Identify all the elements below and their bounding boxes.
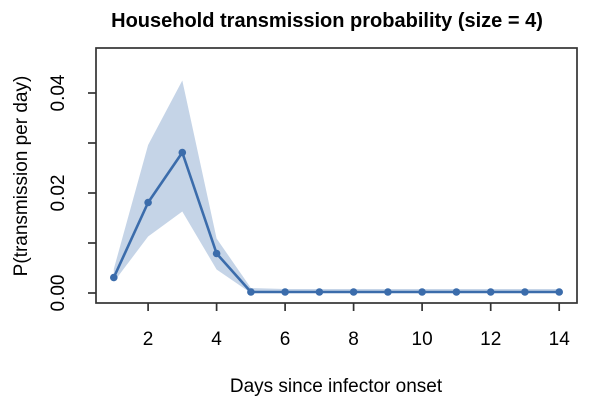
- data-point: [178, 148, 187, 157]
- x-axis-label: Days since infector onset: [230, 376, 443, 397]
- data-point: [384, 288, 392, 296]
- x-tick-label: 6: [280, 329, 291, 350]
- data-point: [452, 288, 461, 296]
- chart-title: Household transmission probability (size…: [111, 10, 543, 32]
- x-tick-label: 8: [348, 329, 359, 350]
- x-tick-label: 12: [480, 329, 501, 350]
- x-tick-label: 10: [412, 329, 433, 350]
- data-point: [281, 288, 289, 296]
- y-tick-label: 0.02: [48, 175, 69, 212]
- confidence-band-layer: [113, 80, 560, 293]
- data-point: [212, 249, 221, 258]
- axes-layer: 2 4 6 8 10 12 14 0.00 0.02 0.04: [48, 47, 578, 350]
- data-point: [110, 273, 118, 282]
- data-point: [349, 288, 358, 296]
- x-tick-label: 4: [211, 329, 222, 350]
- data-line-layer: [112, 151, 561, 294]
- y-axis-label: P(transmission per day): [11, 76, 32, 277]
- y-tick-label: 0.00: [48, 275, 69, 312]
- confidence-band: [113, 80, 560, 293]
- x-tick-label: 2: [143, 329, 154, 350]
- data-point: [315, 288, 324, 296]
- data-point: [486, 288, 495, 296]
- data-points-layer: [110, 148, 563, 296]
- data-line: [112, 151, 561, 294]
- data-point: [418, 288, 426, 296]
- data-point: [521, 288, 529, 296]
- plot-box: [95, 47, 578, 304]
- x-tick-label: 14: [549, 329, 571, 350]
- y-tick-label: 0.04: [48, 74, 69, 111]
- data-point: [247, 288, 255, 296]
- data-point: [144, 198, 152, 207]
- data-point: [555, 288, 563, 296]
